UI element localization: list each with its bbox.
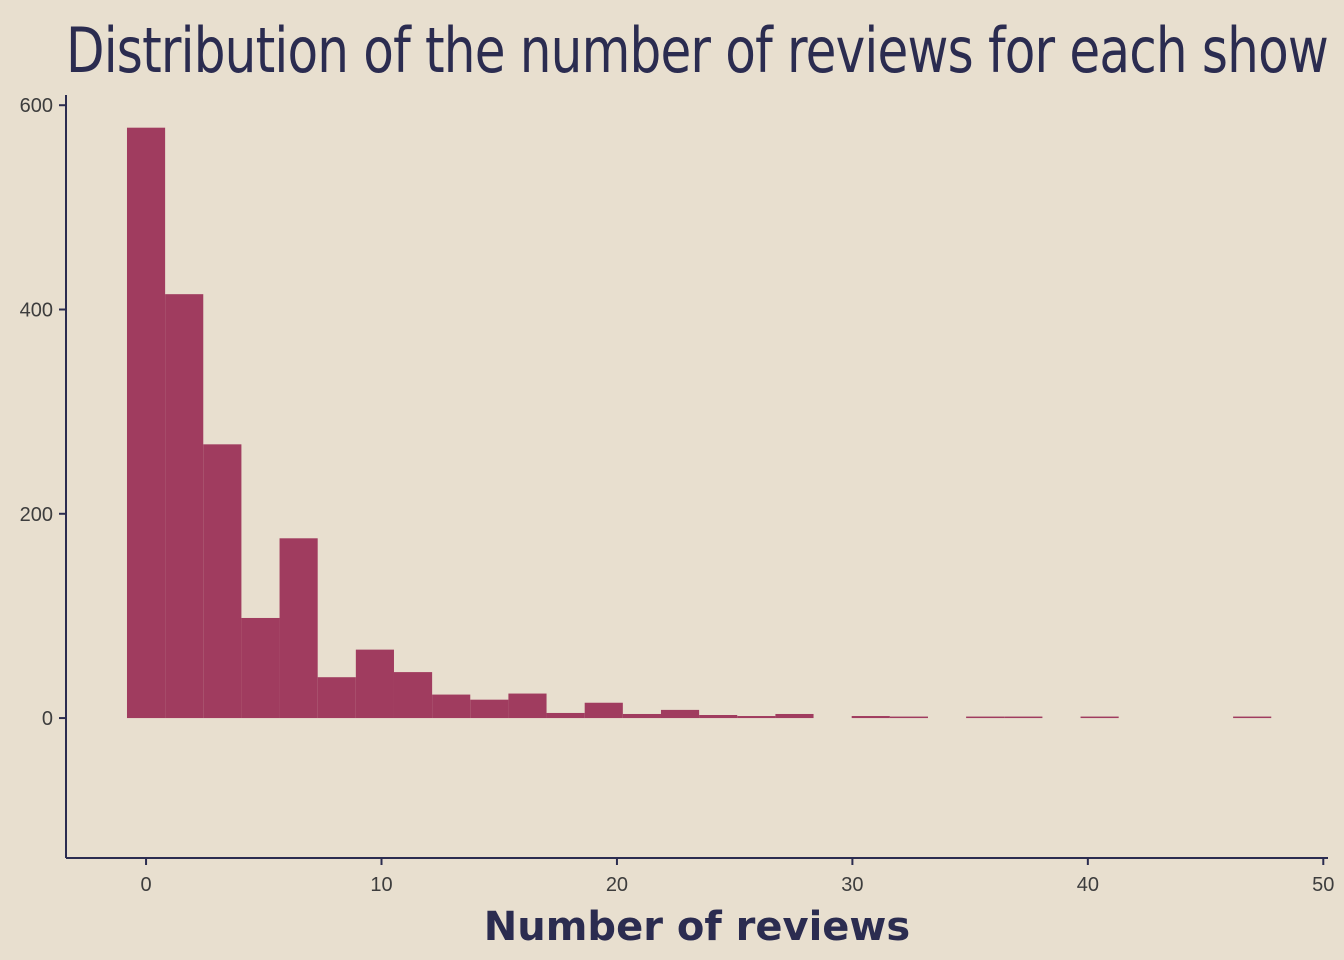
histogram-bar <box>203 444 242 719</box>
histogram-bar <box>775 713 814 719</box>
x-axis-label: Number of reviews <box>484 904 910 950</box>
histogram-bar <box>355 649 394 719</box>
y-tick-label: 400 <box>20 299 53 321</box>
x-tick-label: 40 <box>1077 874 1099 896</box>
bars-group <box>126 127 1272 719</box>
histogram-bar <box>699 715 738 719</box>
histogram-bar <box>165 294 204 719</box>
axes-group: 0 10 20 30 40 50 0 200 400 600 <box>20 95 1334 896</box>
histogram-bar <box>546 712 585 719</box>
histogram-bar <box>126 127 166 719</box>
x-tick-label: 0 <box>140 874 151 896</box>
histogram-bar <box>966 716 1005 719</box>
histogram-bar <box>393 672 433 719</box>
x-tick-label: 20 <box>606 874 628 896</box>
x-tick-label: 30 <box>841 874 863 896</box>
histogram-bar <box>889 716 928 719</box>
x-tick-label: 50 <box>1312 874 1334 896</box>
histogram-bar <box>470 699 509 719</box>
histogram-bar <box>622 713 661 719</box>
histogram-bar <box>660 709 700 719</box>
histogram-bar <box>241 617 280 719</box>
x-tick-label: 10 <box>370 874 392 896</box>
histogram-bar <box>317 677 356 719</box>
chart-title: Distribution of the number of reviews fo… <box>66 14 1328 87</box>
y-tick-label: 200 <box>20 504 53 526</box>
histogram-bar <box>1080 716 1119 719</box>
histogram-bar <box>584 702 623 719</box>
histogram-bar <box>279 538 318 719</box>
y-tick-label: 600 <box>20 95 53 117</box>
y-tick-label: 0 <box>42 708 53 730</box>
histogram-bar <box>1233 716 1272 719</box>
histogram-bar <box>1004 716 1043 719</box>
histogram-bar <box>737 716 776 719</box>
histogram-bar <box>851 716 890 719</box>
histogram-bar <box>508 693 547 719</box>
histogram-bar <box>432 694 471 719</box>
